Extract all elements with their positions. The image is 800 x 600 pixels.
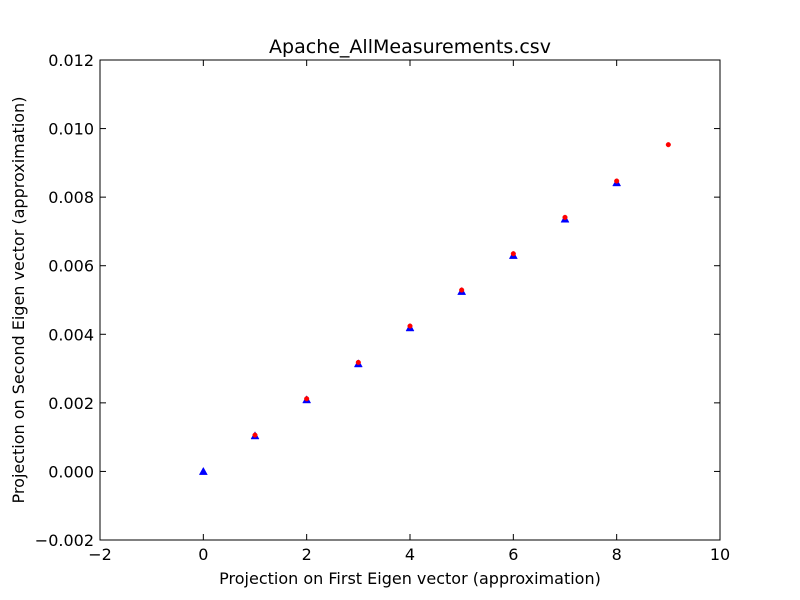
- data-point-dot: [562, 214, 568, 220]
- data-point-dot: [614, 178, 620, 184]
- ticks-layer: −2 0 2 4 6 8 10 −0.002 0.000 0.002 0.004 0.006 0.008…: [35, 51, 730, 564]
- y-tick-label: 0.012: [48, 51, 94, 70]
- x-tick-label: 8: [612, 545, 622, 564]
- x-axis-label: Projection on First Eigen vector (approx…: [219, 569, 601, 588]
- data-point-dot: [304, 396, 310, 402]
- x-tick-label: 4: [405, 545, 415, 564]
- data-point-dot: [665, 142, 671, 148]
- y-axis-label: Projection on Second Eigen vector (appro…: [9, 97, 28, 504]
- chart-title: Apache_AllMeasurements.csv: [269, 36, 551, 58]
- plot-area: [100, 60, 720, 540]
- y-tick-label: −0.002: [35, 531, 94, 550]
- y-tick-label: 0.010: [48, 120, 94, 139]
- x-tick-label: −2: [88, 545, 112, 564]
- y-tick-label: 0.000: [48, 462, 94, 481]
- y-tick-label: 0.004: [48, 325, 94, 344]
- x-tick-label: 0: [198, 545, 208, 564]
- y-tick-label: 0.006: [48, 257, 94, 276]
- points-layer: [198, 142, 671, 475]
- x-tick-label: 6: [508, 545, 518, 564]
- data-point-dot: [355, 359, 361, 365]
- y-tick-label: 0.008: [48, 188, 94, 207]
- data-point-dot: [407, 323, 413, 329]
- plot-frame: [99, 59, 721, 541]
- data-point-dot: [510, 251, 516, 257]
- data-point-dot: [252, 432, 258, 438]
- x-tick-label: 10: [710, 545, 730, 564]
- data-point-dot: [459, 287, 465, 293]
- x-tick-label: 2: [302, 545, 312, 564]
- data-point-triangle: [198, 466, 208, 475]
- y-tick-label: 0.002: [48, 394, 94, 413]
